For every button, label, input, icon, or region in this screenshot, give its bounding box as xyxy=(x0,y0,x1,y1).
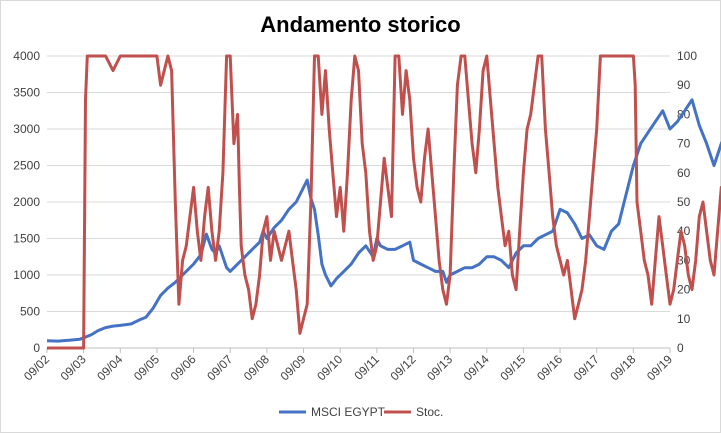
legend-label-msci: MSCI EGYPT xyxy=(311,405,386,419)
series-line-0 xyxy=(46,98,721,343)
right-tick-label-2: 20 xyxy=(677,283,691,297)
x-tick-label-2: 09/04 xyxy=(94,352,125,383)
left-tick-label-7: 3500 xyxy=(13,86,40,100)
x-tick-label-0: 09/02 xyxy=(21,352,52,383)
x-tick-label-13: 09/15 xyxy=(497,352,528,383)
chart-title: Andamento storico xyxy=(260,12,461,37)
right-tick-label-10: 100 xyxy=(677,49,697,63)
left-tick-label-1: 500 xyxy=(20,305,40,319)
x-tick-label-10: 09/12 xyxy=(387,352,418,383)
x-tick-label-3: 09/05 xyxy=(131,352,162,383)
x-tick-label-11: 09/13 xyxy=(424,352,455,383)
x-tick-label-8: 09/10 xyxy=(314,352,345,383)
left-tick-label-4: 2000 xyxy=(13,195,40,209)
x-tick-label-5: 09/07 xyxy=(204,352,235,383)
right-tick-label-7: 70 xyxy=(677,137,691,151)
x-tick-label-15: 09/17 xyxy=(571,352,602,383)
legend: MSCI EGYPT Stoc. xyxy=(279,405,443,419)
x-tick-label-14: 09/16 xyxy=(534,352,565,383)
x-tick-label-16: 09/18 xyxy=(607,352,638,383)
left-tick-label-2: 1000 xyxy=(13,268,40,282)
x-tick-label-1: 09/03 xyxy=(58,352,89,383)
left-tick-label-6: 3000 xyxy=(13,122,40,136)
left-tick-label-0: 0 xyxy=(33,341,40,355)
left-tick-label-8: 4000 xyxy=(13,49,40,63)
right-tick-label-1: 10 xyxy=(677,312,691,326)
left-tick-label-3: 1500 xyxy=(13,232,40,246)
series-line-1 xyxy=(47,54,721,350)
x-tick-label-4: 09/06 xyxy=(168,352,199,383)
left-axis-ticks: 0 500 1000 1500 2000 2500 3000 3500 4000 xyxy=(13,49,40,355)
right-tick-label-9: 90 xyxy=(677,78,691,92)
plot-area xyxy=(46,54,721,350)
right-tick-label-5: 50 xyxy=(677,195,691,209)
x-tick-label-6: 09/08 xyxy=(241,352,272,383)
x-axis-ticks: 09/02 09/03 09/04 09/05 09/06 09/07 09/08 09/09… xyxy=(21,348,675,383)
right-tick-label-0: 0 xyxy=(677,341,684,355)
left-tick-label-5: 2500 xyxy=(13,159,40,173)
x-tick-label-12: 09/14 xyxy=(461,352,492,383)
x-tick-label-7: 09/09 xyxy=(278,352,309,383)
x-tick-label-9: 09/11 xyxy=(351,352,382,383)
x-tick-label-17: 09/19 xyxy=(644,352,675,383)
right-tick-label-6: 60 xyxy=(677,166,691,180)
legend-label-stoc: Stoc. xyxy=(416,405,443,419)
